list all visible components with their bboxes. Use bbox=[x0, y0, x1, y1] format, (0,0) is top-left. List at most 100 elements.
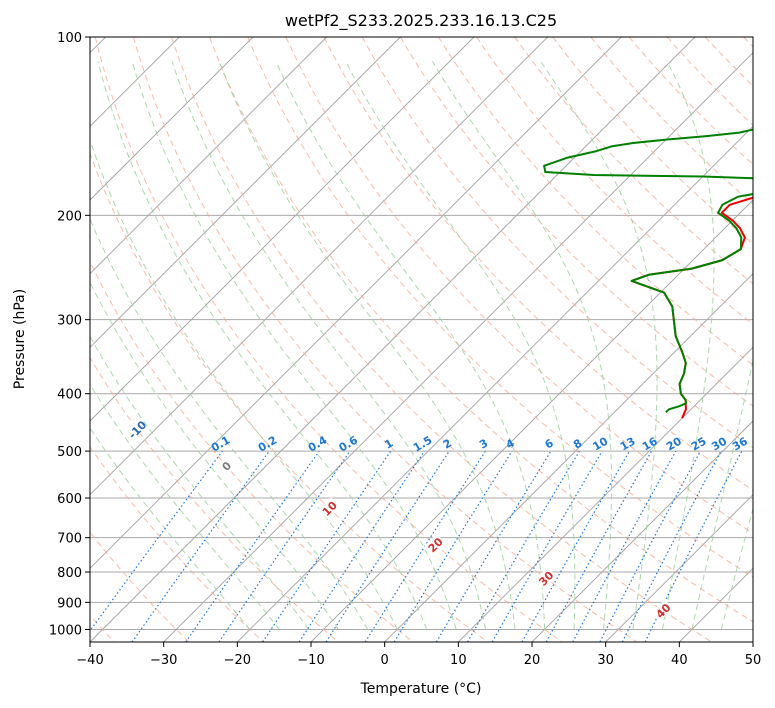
dry-adiabat-line bbox=[437, 37, 753, 366]
dry-adiabat-line bbox=[361, 37, 753, 449]
isotherm-line bbox=[90, 37, 696, 642]
mixing-ratio-label: 2 bbox=[441, 437, 454, 452]
mixing-ratio-line bbox=[298, 450, 425, 642]
moist-adiabat-line bbox=[218, 61, 516, 630]
x-tick-label: −20 bbox=[224, 653, 251, 668]
dry-adiabat-line bbox=[704, 37, 753, 87]
y-tick-label: 700 bbox=[57, 532, 82, 547]
x-tick-label: 10 bbox=[450, 653, 467, 668]
isotherm-line bbox=[605, 493, 753, 642]
dry-adiabat-line bbox=[743, 37, 753, 48]
y-tick-label: 300 bbox=[57, 314, 82, 329]
mixing-ratio-label: 3 bbox=[477, 437, 490, 452]
isotherm-line bbox=[90, 37, 475, 422]
mixing-ratio-line bbox=[218, 450, 351, 642]
plot-area: 0.10.20.40.611.52346810131620253036-100-… bbox=[90, 37, 753, 642]
dry-adiabat-line bbox=[90, 531, 190, 642]
mixing-ratio-line bbox=[262, 450, 392, 642]
mixing-ratio-line bbox=[599, 450, 702, 642]
moist-adiabat-line bbox=[431, 61, 612, 630]
mixing-ratio-line bbox=[521, 450, 631, 642]
dry-adiabat-line bbox=[90, 152, 488, 642]
x-tick-label: 50 bbox=[745, 653, 762, 668]
dry-adiabat-line bbox=[209, 37, 753, 623]
dry-adiabat-line bbox=[132, 37, 638, 642]
moist-adiabat-line bbox=[90, 383, 280, 630]
mixing-ratio-line bbox=[545, 450, 653, 642]
dewpoint-profile-line bbox=[543, 128, 753, 414]
dry-adiabat-label-bg bbox=[534, 567, 556, 589]
isotherm-line bbox=[90, 37, 401, 349]
moist-adiabat-line bbox=[661, 61, 715, 630]
moist-adiabat-line bbox=[90, 427, 251, 630]
y-tick-label: 900 bbox=[57, 596, 82, 611]
mixing-ratio-line bbox=[644, 450, 743, 642]
dry-adiabat-line bbox=[399, 37, 753, 407]
moist-adiabat-line bbox=[90, 217, 369, 630]
moist-adiabat-line bbox=[90, 281, 339, 630]
moist-adiabat-line bbox=[720, 506, 753, 630]
moist-adiabat-line bbox=[90, 138, 398, 630]
dry-adiabat-line bbox=[666, 37, 753, 126]
x-tick-label: −40 bbox=[76, 653, 103, 668]
dry-adiabat-line bbox=[90, 260, 414, 642]
x-tick-label: −30 bbox=[150, 653, 177, 668]
mixing-ratio-line bbox=[90, 450, 223, 632]
y-tick-label: 200 bbox=[57, 209, 82, 224]
dry-adiabat-label-bg bbox=[318, 497, 340, 519]
isotherm-line bbox=[90, 37, 549, 496]
mixing-ratio-line bbox=[435, 450, 552, 642]
x-tick-label: 30 bbox=[597, 653, 614, 668]
x-axis-title: Temperature (°C) bbox=[360, 681, 482, 697]
mixing-ratio-line bbox=[572, 450, 677, 642]
mixing-ratio-line bbox=[393, 450, 513, 642]
isotherm-line bbox=[310, 199, 753, 642]
mixing-ratio-line bbox=[131, 450, 270, 642]
y-tick-label: 400 bbox=[57, 388, 82, 403]
dry-adiabat-label-bg bbox=[424, 533, 446, 555]
dry-adiabat-label-bg bbox=[125, 418, 148, 440]
isotherm-line bbox=[90, 37, 254, 201]
moist-adiabat-line bbox=[131, 61, 457, 630]
isotherm-line bbox=[457, 346, 753, 642]
isotherm-line bbox=[752, 641, 753, 642]
y-tick-label: 100 bbox=[57, 31, 82, 46]
plot-frame bbox=[89, 36, 754, 643]
dry-adiabat-line bbox=[590, 37, 753, 205]
chart-title: wetPf2_S233.2025.233.16.13.C25 bbox=[285, 11, 557, 31]
dry-adiabat-label-bg bbox=[215, 454, 237, 476]
moist-adiabat-line bbox=[540, 61, 658, 630]
dry-adiabat-line bbox=[552, 37, 753, 245]
y-tick-label: 800 bbox=[57, 566, 82, 581]
x-tick-label: 0 bbox=[381, 653, 389, 668]
moist-adiabat-line bbox=[691, 358, 753, 630]
mixing-ratio-line bbox=[185, 450, 320, 642]
isotherm-line bbox=[384, 272, 753, 642]
mixing-ratio-line bbox=[325, 450, 450, 642]
dry-adiabat-line bbox=[94, 37, 563, 642]
dry-adiabat-line bbox=[247, 37, 753, 578]
isotherm-line bbox=[90, 37, 622, 570]
moist-adiabat-line bbox=[171, 61, 487, 630]
isotherm-line bbox=[236, 125, 753, 642]
isotherm-line bbox=[678, 567, 753, 642]
y-tick-label: 1000 bbox=[49, 623, 82, 638]
x-tick-label: −10 bbox=[297, 653, 324, 668]
dry-adiabat-label: 40 bbox=[654, 601, 674, 621]
isotherm-line bbox=[531, 420, 753, 642]
isotherm-line bbox=[163, 51, 753, 642]
dry-adiabat-line bbox=[323, 37, 753, 491]
y-axis-title: Pressure (hPa) bbox=[12, 289, 28, 389]
dry-adiabat-line bbox=[90, 356, 339, 642]
axis-ticks: −40 −30 −20 −10 0 10 20 30 40 50 100 200 300 400 500 60… bbox=[49, 31, 761, 668]
x-tick-label: 40 bbox=[671, 653, 688, 668]
moist-adiabat-line bbox=[97, 61, 428, 630]
dry-adiabat-label-bg bbox=[651, 599, 674, 621]
dry-adiabat-line bbox=[171, 37, 712, 642]
y-tick-label: 600 bbox=[57, 492, 82, 507]
mixing-ratio-label: 6 bbox=[543, 436, 556, 451]
dry-adiabat-line bbox=[285, 37, 753, 535]
dry-adiabat-line bbox=[476, 37, 753, 325]
isotherm-line bbox=[90, 37, 328, 275]
